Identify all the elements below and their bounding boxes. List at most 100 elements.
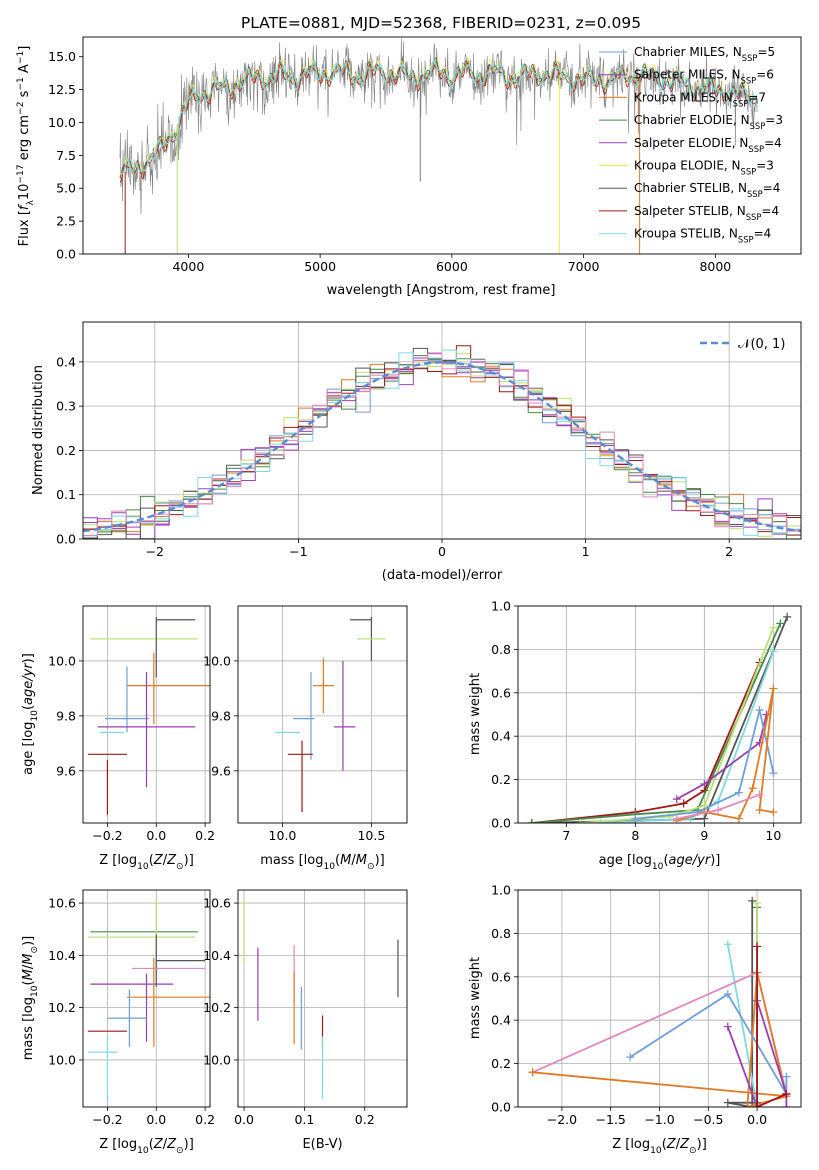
y-tick-label: 10.0 — [203, 1052, 231, 1067]
weight-marker — [776, 619, 785, 628]
weight-marker — [755, 790, 764, 799]
gaussian-curve — [83, 361, 801, 533]
y-tick-label: 10.2 — [203, 1000, 231, 1015]
y-tick-label: 0.3 — [56, 399, 76, 414]
x-tick-label: −0.2 — [92, 1112, 122, 1127]
legend-entry: Kroupa STELIB, NSSP=4 — [634, 227, 771, 245]
mass-vs-metallicity-panel: −0.2 0.0 0.2 10.0 10.2 10.4 10.6 Z [log10(Z/Z⊙)… — [21, 889, 215, 1156]
y-tick-label: 15.0 — [48, 49, 76, 64]
x-tick-label: 8000 — [699, 259, 731, 274]
weight-marker — [528, 1068, 537, 1077]
y-tick-label: 0.0 — [56, 532, 76, 547]
weight-marker — [782, 1103, 791, 1107]
weight-marker — [753, 942, 762, 951]
y-tick-label: 5.0 — [56, 181, 76, 196]
legend-entry: Salpeter STELIB, NSSP=4 — [634, 204, 779, 222]
plot-area — [83, 345, 801, 539]
ticks: −0.2 0.0 0.2 10.0 10.2 10.4 10.6 — [48, 896, 215, 1127]
axes-frame — [237, 889, 408, 1108]
legend-entry: Kroupa ELODIE, NSSP=3 — [634, 159, 774, 177]
y-axis-label: mass weight — [468, 957, 483, 1039]
y-tick-label: 0.6 — [491, 969, 511, 984]
y-tick-label: 0.2 — [491, 1056, 511, 1071]
y-axis-label: Flux [fλ10−17 erg cm−2 s−1 A−1] — [16, 46, 36, 247]
x-tick-label: 0.2 — [355, 1112, 375, 1127]
x-tick-label: 10 — [765, 828, 781, 843]
x-tick-label: 7 — [562, 828, 570, 843]
weight-marker — [753, 899, 762, 908]
weight-marker — [576, 819, 585, 823]
x-tick-label: −0.2 — [92, 828, 122, 843]
weight-marker — [723, 1022, 732, 1031]
weight-line — [600, 651, 775, 823]
x-tick-label: −1.5 — [596, 1112, 626, 1127]
ticks: −0.2 0.0 0.2 9.6 9.8 10.0 — [48, 653, 215, 843]
y-axis-label: mass [log10(M/M⊙)] — [21, 936, 40, 1060]
weight-marker — [714, 805, 723, 814]
y-tick-label: 10.0 — [48, 1052, 76, 1067]
y-tick-label: 10.0 — [48, 653, 76, 668]
axes-frame — [82, 605, 211, 824]
axes-frame — [82, 889, 211, 1108]
y-tick-label: 0.0 — [56, 247, 76, 262]
y-tick-label: 0.1 — [56, 487, 76, 502]
age-vs-metallicity-panel: −0.2 0.0 0.2 9.6 9.8 10.0 Z [log10(Z/Z⊙)] age [… — [21, 605, 215, 872]
weight-marker — [748, 896, 757, 905]
observed-spectrum — [119, 37, 758, 215]
weight-marker — [769, 647, 778, 656]
residual-histogram — [83, 345, 801, 533]
y-tick-label: 10.4 — [48, 948, 76, 963]
axes-frame — [82, 36, 802, 255]
x-tick-label: −2.0 — [547, 1112, 577, 1127]
ticks: −2.0 −1.5 −1.0 −0.5 0.0 0.0 0.2 0.4 0.6 0.8 1.0 — [491, 883, 767, 1128]
legend-entry: 𝒩(0, 1) — [738, 337, 785, 352]
weight-marker — [723, 1098, 732, 1107]
y-tick-label: 10.0 — [203, 653, 231, 668]
weight-marker — [734, 788, 743, 797]
figure-title: PLATE=0881, MJD=52368, FIBERID=0231, z=0… — [241, 14, 641, 32]
mass-vs-extinction-panel: 0.0 0.1 0.2 10.0 10.2 10.4 10.6 E(B-V) — [203, 889, 408, 1152]
y-tick-label: 9.8 — [56, 708, 76, 723]
weight-marker — [743, 1103, 752, 1107]
x-axis-label: Z [log10(Z/Z⊙)] — [612, 1137, 707, 1156]
weight-marker — [769, 684, 778, 693]
weight-marker — [679, 799, 688, 808]
y-tick-label: 10.6 — [203, 896, 231, 911]
weight-marker — [762, 710, 771, 719]
weight-marker — [748, 784, 757, 793]
weight-marker — [672, 795, 681, 804]
weight-marker — [527, 819, 536, 823]
x-tick-label: 5000 — [304, 259, 336, 274]
x-tick-label: 6000 — [436, 259, 468, 274]
weight-marker — [723, 990, 732, 999]
y-tick-label: 10.0 — [48, 115, 76, 130]
model-spectrum-kroupa_stelib — [119, 59, 759, 175]
weight-line — [580, 627, 775, 823]
x-axis-label: Z [log10(Z/Z⊙)] — [99, 1137, 194, 1156]
plot-area — [243, 900, 399, 1100]
weight-marker — [748, 1103, 757, 1107]
axes-frame — [517, 605, 802, 824]
residual-legend: 𝒩(0, 1) — [700, 337, 785, 352]
ticks: −2 −1 0 1 2 0.0 0.1 0.2 0.3 0.4 — [56, 354, 733, 559]
weight-marker — [723, 940, 732, 949]
x-axis-label: (data-model)/error — [382, 568, 503, 583]
legend-entry: Salpeter MILES, NSSP=6 — [634, 68, 774, 86]
x-tick-label: 0.2 — [195, 1112, 215, 1127]
plot-area — [87, 616, 210, 815]
x-tick-label: 1 — [582, 544, 590, 559]
y-tick-label: 12.5 — [48, 82, 76, 97]
axes-frame — [82, 321, 802, 540]
x-tick-label: 7000 — [568, 259, 600, 274]
x-axis-label: wavelength [Angstrom, rest frame] — [327, 283, 556, 298]
plot-area — [527, 612, 792, 823]
weight-marker — [782, 1072, 791, 1081]
x-axis-label: mass [log10(M/M⊙)] — [260, 853, 384, 872]
weight-vs-metallicity-panel: −2.0 −1.5 −1.0 −0.5 0.0 0.0 0.2 0.4 0.6 0.8 1.0 Z [… — [468, 883, 802, 1156]
plot-area — [119, 37, 759, 254]
x-tick-label: −1.0 — [644, 1112, 674, 1127]
residuals-panel: −2 −1 0 1 2 0.0 0.1 0.2 0.3 0.4 𝒩(0, 1) (data-model… — [31, 321, 802, 583]
y-tick-label: 7.5 — [56, 148, 76, 163]
x-tick-label: 0.0 — [146, 1112, 166, 1127]
